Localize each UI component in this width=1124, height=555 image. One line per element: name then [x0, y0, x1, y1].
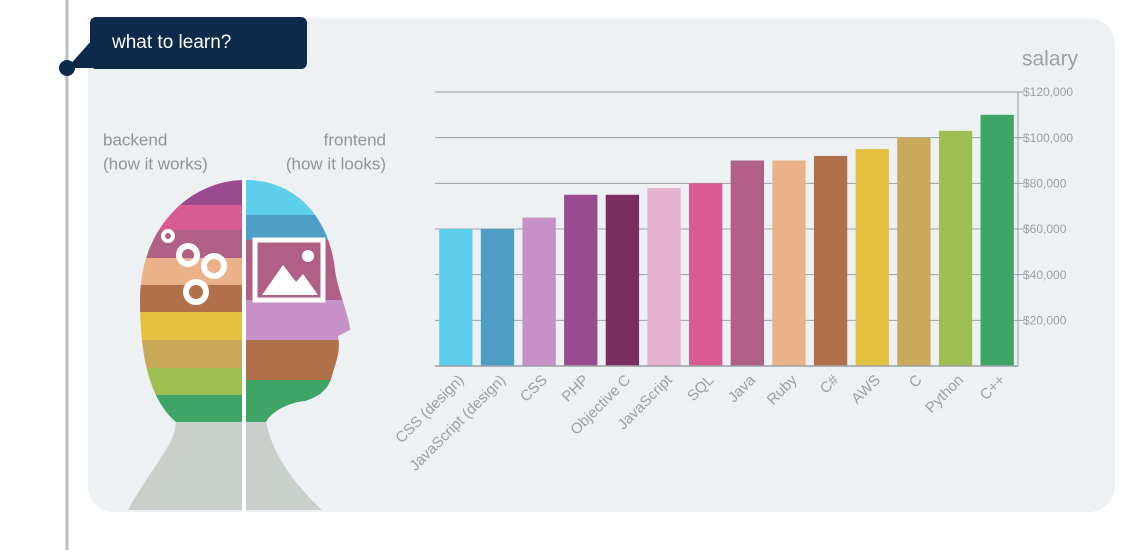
- y-tick-label: $40,000: [1023, 268, 1067, 282]
- bar: [855, 149, 889, 366]
- bar: [647, 187, 681, 366]
- bar: [772, 160, 806, 366]
- bar: [689, 183, 723, 366]
- gear-icons: [161, 229, 227, 305]
- y-tick-label: $80,000: [1023, 177, 1067, 191]
- bar: [980, 114, 1014, 366]
- bar: [439, 229, 473, 366]
- y-tick-label: $60,000: [1023, 222, 1067, 236]
- annotation: backend: [103, 130, 167, 149]
- annotation: frontend: [324, 130, 386, 149]
- y-axis-label: salary: [1022, 48, 1079, 71]
- timeline-dot: [59, 60, 75, 76]
- bar: [605, 194, 640, 366]
- y-tick-label: $20,000: [1023, 314, 1067, 328]
- annotation: (how it works): [103, 154, 208, 173]
- y-tick-label: $120,000: [1023, 85, 1073, 99]
- badge-pointer: [67, 40, 92, 68]
- annotation: (how it looks): [286, 154, 386, 173]
- image-icon: [252, 237, 326, 303]
- chart-title: what to learn?: [111, 32, 231, 53]
- bar: [730, 160, 764, 366]
- title-badge: [90, 17, 307, 69]
- panel: [88, 18, 1115, 512]
- bar: [813, 155, 848, 366]
- bar: [480, 229, 515, 366]
- bar: [897, 137, 931, 366]
- y-tick-label: $100,000: [1023, 131, 1073, 145]
- bar: [564, 194, 598, 366]
- bar: [522, 217, 556, 366]
- bar: [938, 130, 973, 366]
